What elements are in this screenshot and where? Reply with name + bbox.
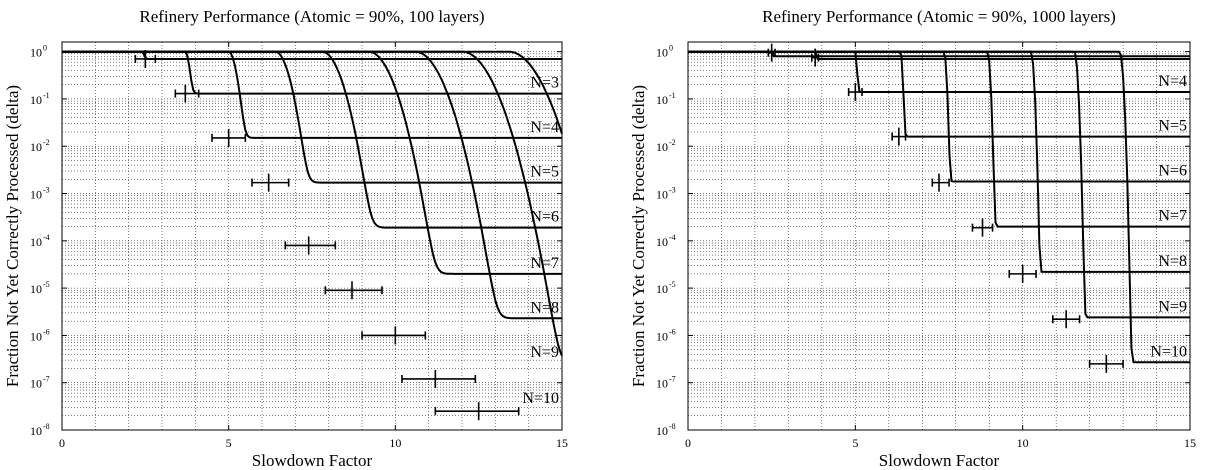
series-line-8 (688, 50, 1190, 364)
series-label-3: N=5 (1158, 118, 1187, 135)
y-tick-exponent: -3 (43, 186, 50, 195)
x-axis-label: Slowdown Factor (879, 451, 1000, 470)
x-tick-label: 5 (852, 436, 858, 450)
y-tick-exponent: -4 (43, 233, 50, 242)
series-label-8: N=10 (522, 390, 559, 407)
grid (688, 42, 1190, 431)
series-group (688, 50, 1190, 364)
x-tick-label: 10 (389, 436, 401, 450)
y-tick-exponent: -8 (43, 422, 50, 431)
y-tick-label: 10 (30, 329, 42, 343)
series-line-4 (688, 50, 1190, 183)
y-tick-exponent: 0 (43, 44, 47, 53)
y-tick-label: 10 (656, 235, 668, 249)
series-label-5: N=7 (1158, 208, 1187, 225)
error-bars (767, 43, 1124, 373)
y-tick-exponent: -1 (43, 91, 50, 100)
x-tick-label: 0 (685, 436, 691, 450)
series-line-2 (688, 50, 1190, 93)
series-label-7: N=9 (1158, 298, 1187, 315)
y-tick-label: 10 (656, 424, 668, 438)
series-line-4 (62, 50, 562, 229)
y-tick-exponent: -6 (43, 327, 50, 336)
chart-title: Refinery Performance (Atomic = 90%, 100 … (139, 7, 484, 26)
series-label-6: N=8 (530, 299, 559, 316)
grid (62, 42, 562, 431)
error-bars (134, 49, 520, 421)
series-line-2 (62, 50, 562, 139)
series-label-5: N=7 (530, 255, 559, 272)
y-tick-label: 10 (656, 329, 668, 343)
series-label-4: N=6 (530, 209, 559, 226)
y-tick-exponent: -7 (669, 375, 676, 384)
y-tick-label: 10 (656, 46, 668, 60)
y-tick-label: 10 (30, 93, 42, 107)
y-tick-label: 10 (30, 282, 42, 296)
series-label-2: N=4 (530, 119, 559, 136)
y-tick-exponent: -3 (669, 186, 676, 195)
y-tick-label: 10 (656, 93, 668, 107)
chart-title: Refinery Performance (Atomic = 90%, 1000… (762, 7, 1116, 26)
y-tick-label: 10 (656, 377, 668, 391)
y-axis-label: Fraction Not Yet Correctly Processed (de… (3, 85, 22, 387)
x-tick-label: 5 (226, 436, 232, 450)
series-line-0 (62, 50, 562, 60)
y-tick-exponent: -7 (43, 375, 50, 384)
series-label-1: N=3 (530, 75, 559, 92)
series-line-6 (62, 50, 562, 320)
x-tick-label: 10 (1017, 436, 1029, 450)
y-tick-exponent: -5 (669, 280, 676, 289)
series-group (62, 50, 563, 357)
y-tick-exponent: -4 (669, 233, 676, 242)
series-label-2: N=4 (1158, 73, 1187, 90)
x-tick-label: 15 (1184, 436, 1196, 450)
y-tick-label: 10 (30, 46, 42, 60)
y-tick-label: 10 (30, 377, 42, 391)
y-tick-label: 10 (656, 282, 668, 296)
plot-frame (687, 41, 1191, 431)
y-tick-exponent: -5 (43, 280, 50, 289)
y-tick-exponent: 0 (669, 44, 673, 53)
y-tick-exponent: -6 (669, 327, 676, 336)
series-label-3: N=5 (530, 164, 559, 181)
series-line-5 (62, 50, 562, 275)
y-tick-label: 10 (30, 188, 42, 202)
y-tick-label: 10 (30, 424, 42, 438)
y-tick-exponent: -1 (669, 91, 676, 100)
plot-frame (61, 41, 563, 431)
y-tick-label: 10 (656, 188, 668, 202)
y-tick-exponent: -2 (43, 138, 50, 147)
y-tick-label: 10 (30, 140, 42, 154)
y-tick-label: 10 (30, 235, 42, 249)
series-label-7: N=9 (530, 344, 559, 361)
x-axis-label: Slowdown Factor (252, 451, 373, 470)
y-tick-label: 10 (656, 140, 668, 154)
y-tick-exponent: -8 (669, 422, 676, 431)
series-line-7 (62, 50, 563, 357)
x-tick-label: 15 (556, 436, 568, 450)
y-tick-exponent: -2 (669, 138, 676, 147)
y-axis-label: Fraction Not Yet Correctly Processed (de… (629, 85, 648, 387)
series-label-8: N=10 (1150, 343, 1187, 360)
x-tick-label: 0 (59, 436, 65, 450)
series-label-4: N=6 (1158, 162, 1187, 179)
series-label-6: N=8 (1158, 253, 1187, 270)
series-line-5 (688, 50, 1190, 228)
